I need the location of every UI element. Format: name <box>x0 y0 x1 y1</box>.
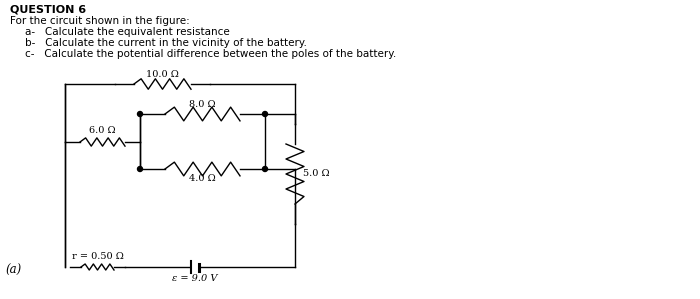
Text: b-   Calculate the current in the vicinity of the battery.: b- Calculate the current in the vicinity… <box>25 38 307 48</box>
Circle shape <box>262 112 267 117</box>
Text: 10.0 Ω: 10.0 Ω <box>146 70 179 79</box>
Text: (a): (a) <box>5 264 21 277</box>
Text: ε = 9.0 V: ε = 9.0 V <box>172 274 218 283</box>
Text: a-   Calculate the equivalent resistance: a- Calculate the equivalent resistance <box>25 27 230 37</box>
Text: c-   Calculate the potential difference between the poles of the battery.: c- Calculate the potential difference be… <box>25 49 396 59</box>
Text: QUESTION 6: QUESTION 6 <box>10 4 86 14</box>
Circle shape <box>137 167 143 172</box>
Text: 4.0 Ω: 4.0 Ω <box>189 174 216 183</box>
Text: r = 0.50 Ω: r = 0.50 Ω <box>71 252 123 261</box>
Text: For the circuit shown in the figure:: For the circuit shown in the figure: <box>10 16 190 26</box>
Text: 6.0 Ω: 6.0 Ω <box>89 126 116 135</box>
Circle shape <box>137 112 143 117</box>
Text: 8.0 Ω: 8.0 Ω <box>189 100 216 109</box>
Circle shape <box>262 167 267 172</box>
Text: 5.0 Ω: 5.0 Ω <box>303 170 330 179</box>
